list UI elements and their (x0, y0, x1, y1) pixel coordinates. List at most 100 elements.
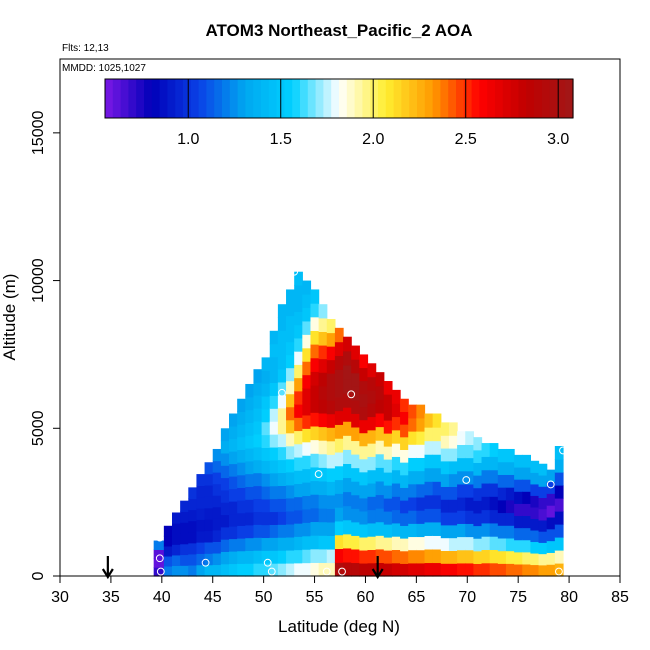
aoa-cell (343, 421, 352, 436)
aoa-cell (245, 460, 255, 475)
colorbar-segment (120, 79, 129, 118)
aoa-cell (400, 411, 409, 425)
colorbar-segment (183, 79, 192, 118)
aoa-cell (489, 482, 499, 497)
aoa-cell (359, 536, 369, 551)
aoa-cell (481, 536, 491, 551)
aoa-cell (237, 487, 246, 501)
aoa-cell (302, 334, 312, 349)
aoa-cell (294, 284, 303, 299)
colorbar-segment (378, 79, 387, 118)
aoa-cell (343, 547, 352, 563)
aoa-cell (408, 510, 417, 524)
aoa-cell (196, 474, 206, 487)
aoa-cell (383, 485, 393, 499)
aoa-cell (448, 499, 458, 513)
aoa-cell (391, 536, 401, 551)
aoa-cell (440, 460, 450, 475)
aoa-cell (473, 462, 483, 476)
aoa-cell (277, 420, 287, 435)
x-tick-label: 40 (153, 589, 171, 606)
aoa-cell (245, 563, 255, 577)
aoa-cell (497, 499, 507, 514)
aoa-cell (302, 307, 312, 322)
aoa-cell (326, 562, 336, 577)
aoa-cell (497, 512, 507, 526)
aoa-cell (489, 443, 499, 457)
aoa-cell (440, 550, 450, 564)
aoa-cell (359, 445, 369, 460)
aoa-cell (286, 419, 295, 434)
aoa-cell (302, 441, 312, 456)
aoa-cell (408, 444, 417, 458)
y-tick-label: 5000 (30, 410, 47, 446)
aoa-cell (277, 563, 287, 577)
aoa-cell (286, 354, 295, 369)
aoa-cell (180, 543, 189, 556)
aoa-cell (375, 385, 385, 400)
aoa-cell (229, 426, 238, 440)
aoa-cell (538, 474, 548, 487)
aoa-cell (383, 511, 393, 525)
x-tick-label: 60 (357, 589, 375, 606)
aoa-cell (220, 452, 230, 466)
aoa-cell (408, 483, 417, 498)
aoa-cell (334, 507, 344, 522)
aoa-cell (343, 491, 352, 507)
aoa-cell (497, 474, 507, 488)
aoa-cell (440, 447, 450, 462)
aoa-cell (318, 344, 328, 360)
aoa-cell (367, 443, 377, 457)
aoa-cell (212, 495, 222, 508)
aoa-cell (343, 477, 352, 493)
aoa-cell (351, 521, 360, 536)
aoa-cell (229, 438, 238, 452)
aoa-cell (440, 422, 450, 436)
x-tick-label: 55 (306, 589, 324, 606)
aoa-cell (554, 511, 564, 525)
aoa-cell (204, 462, 214, 475)
aoa-cell (302, 280, 312, 295)
colorbar-tick-label: 1.5 (270, 131, 292, 148)
aoa-cell (261, 563, 271, 577)
aoa-cell (318, 480, 328, 496)
observation-point (278, 388, 286, 397)
aoa-cell (302, 508, 312, 523)
aoa-cell (359, 549, 369, 564)
aoa-cell (302, 495, 312, 510)
aoa-cell (294, 483, 303, 498)
aoa-cell (391, 456, 401, 471)
aoa-cell (294, 390, 303, 405)
aoa-cell (465, 483, 474, 498)
aoa-cell (367, 389, 377, 404)
aoa-cell (473, 563, 483, 577)
aoa-cell (432, 427, 442, 442)
aoa-cell (188, 498, 198, 511)
aoa-cell (522, 551, 531, 565)
aoa-cell (465, 470, 474, 485)
plot-frame (59, 58, 621, 577)
aoa-cell (416, 510, 426, 524)
aoa-cell (448, 550, 458, 564)
aoa-cell (261, 421, 271, 436)
aoa-cell (554, 563, 564, 577)
aoa-cell (448, 447, 458, 462)
aoa-cell (153, 549, 165, 559)
aoa-cell (310, 425, 320, 441)
aoa-cell (400, 424, 409, 438)
aoa-cell (424, 548, 434, 564)
aoa-cell (522, 563, 531, 577)
observation-point (546, 480, 555, 489)
aoa-cell (367, 496, 377, 511)
aoa-cell (457, 536, 466, 551)
observation-point (314, 470, 323, 478)
aoa-cell (294, 377, 303, 392)
aoa-cell (261, 370, 271, 384)
colorbar-frame (104, 78, 574, 119)
aoa-cell (326, 440, 336, 455)
aoa-cell (400, 512, 409, 526)
aoa-cell (253, 550, 263, 564)
aoa-cell (310, 357, 320, 372)
aoa-cell (294, 404, 303, 418)
